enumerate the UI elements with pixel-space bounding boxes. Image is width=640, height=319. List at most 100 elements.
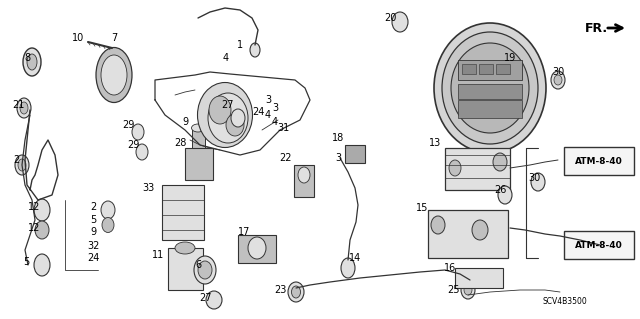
Text: 29: 29 (122, 120, 134, 130)
Text: 3: 3 (272, 103, 278, 113)
Text: 2: 2 (13, 155, 19, 165)
Text: 8: 8 (24, 53, 30, 63)
Ellipse shape (600, 240, 620, 256)
Ellipse shape (17, 98, 31, 118)
Text: 20: 20 (384, 13, 396, 23)
Bar (185, 148, 213, 180)
Bar (162, 185, 204, 240)
Text: 25: 25 (448, 285, 460, 295)
Text: 27: 27 (221, 100, 234, 110)
Ellipse shape (250, 43, 260, 57)
Text: 10: 10 (72, 33, 84, 43)
Text: 23: 23 (274, 285, 286, 295)
Text: ATM-8-40: ATM-8-40 (575, 157, 623, 166)
Ellipse shape (96, 48, 132, 102)
Bar (458, 84, 522, 99)
Bar (479, 64, 493, 74)
Text: 26: 26 (494, 185, 506, 195)
Text: 4: 4 (223, 53, 229, 63)
Bar (238, 235, 276, 263)
Ellipse shape (461, 281, 475, 299)
Text: 16: 16 (444, 263, 456, 273)
FancyBboxPatch shape (564, 147, 634, 175)
Ellipse shape (191, 164, 205, 172)
Ellipse shape (27, 54, 37, 70)
Bar (462, 64, 476, 74)
Bar (445, 148, 510, 190)
Ellipse shape (34, 254, 50, 276)
Ellipse shape (18, 159, 26, 171)
Ellipse shape (531, 173, 545, 191)
Text: 9: 9 (182, 117, 188, 127)
Ellipse shape (231, 109, 245, 127)
Ellipse shape (464, 285, 472, 295)
Ellipse shape (191, 124, 205, 132)
Text: 22: 22 (279, 153, 291, 163)
Ellipse shape (288, 282, 304, 302)
Text: 14: 14 (349, 253, 361, 263)
Ellipse shape (449, 160, 461, 176)
Bar (168, 248, 203, 290)
Text: ATM-8-40: ATM-8-40 (575, 241, 623, 249)
Text: FR.: FR. (584, 21, 607, 34)
Text: 32: 32 (87, 241, 99, 251)
Bar (496, 64, 510, 74)
Bar (345, 145, 365, 163)
Ellipse shape (431, 216, 445, 234)
Ellipse shape (551, 71, 565, 89)
Text: 30: 30 (552, 67, 564, 77)
Ellipse shape (291, 286, 301, 298)
Bar (192, 128, 205, 168)
Ellipse shape (392, 12, 408, 32)
Bar (294, 165, 314, 197)
Ellipse shape (472, 220, 488, 240)
Ellipse shape (248, 237, 266, 259)
Text: 12: 12 (28, 223, 40, 233)
Text: 28: 28 (174, 138, 186, 148)
Text: 3: 3 (265, 95, 271, 105)
Ellipse shape (442, 32, 538, 144)
Ellipse shape (132, 124, 144, 140)
Ellipse shape (434, 23, 546, 153)
Ellipse shape (206, 291, 222, 309)
Text: 6: 6 (195, 260, 201, 270)
Ellipse shape (35, 221, 49, 239)
Text: 4: 4 (272, 117, 278, 127)
Ellipse shape (341, 258, 355, 278)
Text: 1: 1 (237, 40, 243, 50)
Text: 5: 5 (23, 257, 29, 267)
FancyBboxPatch shape (564, 231, 634, 259)
Ellipse shape (15, 155, 29, 175)
Text: 17: 17 (238, 227, 250, 237)
Text: 3: 3 (335, 153, 341, 163)
Bar (458, 100, 522, 118)
Ellipse shape (194, 256, 216, 284)
Text: 30: 30 (528, 173, 540, 183)
Text: 13: 13 (429, 138, 441, 148)
Ellipse shape (554, 75, 562, 85)
Ellipse shape (101, 55, 127, 95)
Ellipse shape (209, 96, 231, 124)
Text: 15: 15 (416, 203, 428, 213)
Ellipse shape (226, 114, 244, 136)
Bar (428, 210, 508, 258)
Ellipse shape (198, 83, 253, 147)
Ellipse shape (23, 48, 41, 76)
Ellipse shape (198, 261, 212, 279)
Ellipse shape (136, 144, 148, 160)
Text: 24: 24 (87, 253, 99, 263)
Bar (455, 268, 503, 288)
Text: 2: 2 (90, 202, 96, 212)
Text: 9: 9 (90, 227, 96, 237)
Ellipse shape (298, 167, 310, 183)
Text: 33: 33 (142, 183, 154, 193)
Text: 19: 19 (504, 53, 516, 63)
Text: 31: 31 (277, 123, 289, 133)
Text: 4: 4 (265, 110, 271, 120)
Text: 11: 11 (152, 250, 164, 260)
Ellipse shape (498, 186, 512, 204)
Ellipse shape (493, 153, 507, 171)
Text: 12: 12 (28, 202, 40, 212)
Ellipse shape (102, 218, 114, 233)
Text: SCV4B3500: SCV4B3500 (543, 298, 588, 307)
